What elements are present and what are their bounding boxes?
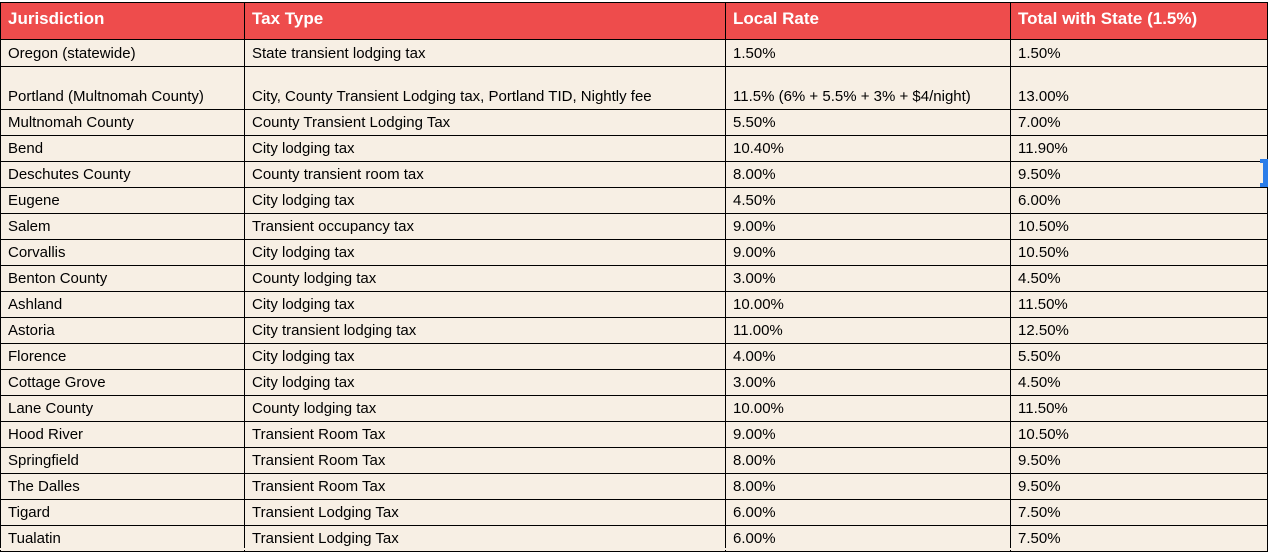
partial-row bbox=[0, 548, 1267, 550]
table-row: Tigard Transient Lodging Tax 6.00% 7.50% bbox=[0, 499, 1268, 526]
cell-local-rate[interactable]: 4.50% bbox=[725, 187, 1011, 214]
cell-total-with-state[interactable]: 10.50% bbox=[1010, 239, 1268, 266]
table-row: Bend City lodging tax 10.40% 11.90% bbox=[0, 135, 1268, 162]
cell-local-rate[interactable]: 6.00% bbox=[725, 499, 1011, 526]
cell-tax-type[interactable]: County transient room tax bbox=[244, 161, 726, 188]
table-row: Deschutes County County transient room ta… bbox=[0, 161, 1268, 188]
cell-total-with-state[interactable]: 11.90% bbox=[1010, 135, 1268, 162]
cell-total-with-state[interactable]: 6.00% bbox=[1010, 187, 1268, 214]
cell-local-rate[interactable]: 3.00% bbox=[725, 265, 1011, 292]
cell-local-rate[interactable]: 10.40% bbox=[725, 135, 1011, 162]
cell-jurisdiction[interactable]: Eugene bbox=[0, 187, 245, 214]
cell-jurisdiction[interactable]: Florence bbox=[0, 343, 245, 370]
cell-jurisdiction[interactable]: Lane County bbox=[0, 395, 245, 422]
cell-jurisdiction[interactable]: Portland (Multnomah County) bbox=[0, 66, 245, 110]
table-row: Astoria City transient lodging tax 11.00% 1… bbox=[0, 317, 1268, 344]
table-row: Portland (Multnomah County) City, County … bbox=[0, 66, 1268, 110]
cell-jurisdiction[interactable]: Bend bbox=[0, 135, 245, 162]
cell-tax-type[interactable]: County lodging tax bbox=[244, 395, 726, 422]
header-total-with-state[interactable]: Total with State (1.5%) bbox=[1010, 2, 1268, 40]
cell-jurisdiction[interactable]: Benton County bbox=[0, 265, 245, 292]
cell-total-with-state[interactable]: 7.50% bbox=[1010, 499, 1268, 526]
cell-local-rate[interactable]: 8.00% bbox=[725, 161, 1011, 188]
cell-tax-type[interactable]: City transient lodging tax bbox=[244, 317, 726, 344]
table-row: Ashland City lodging tax 10.00% 11.50% bbox=[0, 291, 1268, 318]
cell-local-rate[interactable]: 4.00% bbox=[725, 343, 1011, 370]
cell-local-rate[interactable]: 1.50% bbox=[725, 39, 1011, 67]
cell-total-with-state[interactable]: 11.50% bbox=[1010, 291, 1268, 318]
cell-jurisdiction[interactable]: Springfield bbox=[0, 447, 245, 474]
cell-local-rate[interactable]: 10.00% bbox=[725, 291, 1011, 318]
cell-total-with-state[interactable]: 9.50% bbox=[1010, 473, 1268, 500]
cell-local-rate[interactable]: 9.00% bbox=[725, 239, 1011, 266]
cell-tax-type[interactable]: Transient Room Tax bbox=[244, 421, 726, 448]
cell-total-with-state[interactable]: 12.50% bbox=[1010, 317, 1268, 344]
cell-total-with-state[interactable]: 11.50% bbox=[1010, 395, 1268, 422]
table-row: Hood River Transient Room Tax 9.00% 10.50% bbox=[0, 421, 1268, 448]
cell-jurisdiction[interactable]: Oregon (statewide) bbox=[0, 39, 245, 67]
cell-tax-type[interactable]: County Transient Lodging Tax bbox=[244, 109, 726, 136]
cell-jurisdiction[interactable]: The Dalles bbox=[0, 473, 245, 500]
cell-tax-type[interactable]: County lodging tax bbox=[244, 265, 726, 292]
cell-local-rate[interactable]: 8.00% bbox=[725, 447, 1011, 474]
cell-tax-type[interactable]: Transient occupancy tax bbox=[244, 213, 726, 240]
table-row: Benton County County lodging tax 3.00% 4.50… bbox=[0, 265, 1268, 292]
cell-jurisdiction[interactable]: Tigard bbox=[0, 499, 245, 526]
table-row: Salem Transient occupancy tax 9.00% 10.50% bbox=[0, 213, 1268, 240]
cell-jurisdiction[interactable]: Salem bbox=[0, 213, 245, 240]
cell-jurisdiction[interactable]: Hood River bbox=[0, 421, 245, 448]
cell-jurisdiction[interactable]: Corvallis bbox=[0, 239, 245, 266]
cell-local-rate[interactable]: 10.00% bbox=[725, 395, 1011, 422]
cell-tax-type[interactable]: City lodging tax bbox=[244, 291, 726, 318]
header-row: Jurisdiction Tax Type Local Rate Total w… bbox=[0, 2, 1268, 40]
table-row: Oregon (statewide) State transient lodgin… bbox=[0, 39, 1268, 67]
cell-tax-type[interactable]: City lodging tax bbox=[244, 187, 726, 214]
cell-tax-type[interactable]: City lodging tax bbox=[244, 135, 726, 162]
table-row: Lane County County lodging tax 10.00% 11.50… bbox=[0, 395, 1268, 422]
cell-total-with-state[interactable]: 9.50% bbox=[1010, 161, 1268, 188]
cell-tax-type[interactable]: Transient Room Tax bbox=[244, 473, 726, 500]
table-row: Springfield Transient Room Tax 8.00% 9.50% bbox=[0, 447, 1268, 474]
header-local-rate[interactable]: Local Rate bbox=[725, 2, 1011, 40]
cell-total-with-state[interactable]: 1.50% bbox=[1010, 39, 1268, 67]
cell-total-with-state[interactable]: 10.50% bbox=[1010, 213, 1268, 240]
header-tax-type[interactable]: Tax Type bbox=[244, 2, 726, 40]
cell-local-rate[interactable]: 9.00% bbox=[725, 213, 1011, 240]
cell-jurisdiction[interactable]: Astoria bbox=[0, 317, 245, 344]
table-row: Cottage Grove City lodging tax 3.00% 4.50% bbox=[0, 369, 1268, 396]
cell-tax-type[interactable]: State transient lodging tax bbox=[244, 39, 726, 67]
table-row: Multnomah County County Transient Lodging… bbox=[0, 109, 1268, 136]
cell-total-with-state[interactable]: 4.50% bbox=[1010, 265, 1268, 292]
cell-local-rate[interactable]: 11.5% (6% + 5.5% + 3% + $4/night) bbox=[725, 66, 1011, 110]
cell-total-with-state[interactable]: 13.00% bbox=[1010, 66, 1268, 110]
cell-local-rate[interactable]: 3.00% bbox=[725, 369, 1011, 396]
cell-total-with-state[interactable]: 7.00% bbox=[1010, 109, 1268, 136]
cell-local-rate[interactable]: 5.50% bbox=[725, 109, 1011, 136]
cell-tax-type[interactable]: City lodging tax bbox=[244, 239, 726, 266]
table-row: The Dalles Transient Room Tax 8.00% 9.50% bbox=[0, 473, 1268, 500]
cell-local-rate[interactable]: 8.00% bbox=[725, 473, 1011, 500]
cell-tax-type[interactable]: City lodging tax bbox=[244, 343, 726, 370]
cell-jurisdiction[interactable]: Multnomah County bbox=[0, 109, 245, 136]
header-jurisdiction[interactable]: Jurisdiction bbox=[0, 2, 245, 40]
cell-tax-type[interactable]: City, County Transient Lodging tax, Port… bbox=[244, 66, 726, 110]
cell-total-with-state[interactable]: 10.50% bbox=[1010, 421, 1268, 448]
cell-total-with-state[interactable]: 5.50% bbox=[1010, 343, 1268, 370]
cell-tax-type[interactable]: City lodging tax bbox=[244, 369, 726, 396]
cell-jurisdiction[interactable]: Cottage Grove bbox=[0, 369, 245, 396]
cell-selection-border[interactable] bbox=[1260, 159, 1268, 187]
table-row: Corvallis City lodging tax 9.00% 10.50% bbox=[0, 239, 1268, 266]
cell-total-with-state[interactable]: 9.50% bbox=[1010, 447, 1268, 474]
cell-total-with-state[interactable]: 4.50% bbox=[1010, 369, 1268, 396]
cell-local-rate[interactable]: 9.00% bbox=[725, 421, 1011, 448]
cell-tax-type[interactable]: Transient Lodging Tax bbox=[244, 499, 726, 526]
table-row: Eugene City lodging tax 4.50% 6.00% bbox=[0, 187, 1268, 214]
table-row: Florence City lodging tax 4.00% 5.50% bbox=[0, 343, 1268, 370]
cell-jurisdiction[interactable]: Deschutes County bbox=[0, 161, 245, 188]
cell-local-rate[interactable]: 11.00% bbox=[725, 317, 1011, 344]
cell-jurisdiction[interactable]: Ashland bbox=[0, 291, 245, 318]
cell-tax-type[interactable]: Transient Room Tax bbox=[244, 447, 726, 474]
